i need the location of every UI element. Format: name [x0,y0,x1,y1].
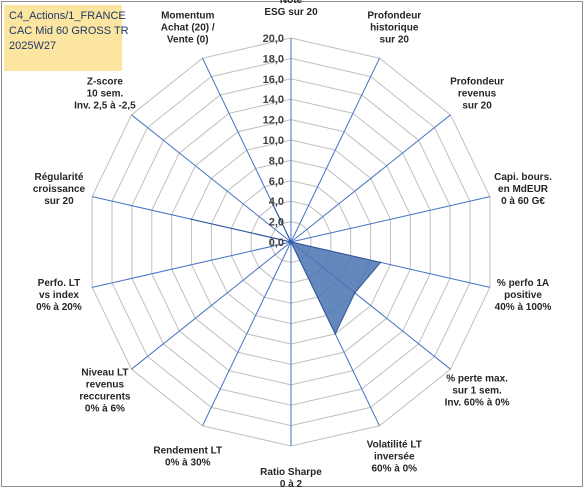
data-point [334,333,337,335]
axis-label: sur 20 [380,35,410,46]
title-line-1: C4_Actions/1_FRANCE [9,10,126,22]
axis-label: 0 à 60 G€ [501,196,545,207]
tick-label: 10,0 [263,135,284,147]
axis-label: Profondeur [450,77,504,88]
axis-label: sur 20 [462,101,492,112]
axis-label: 10 sem. [87,89,124,100]
axis-label: Profondeur [367,11,421,22]
tick-label: 2,0 [269,217,284,229]
radar-spoke [92,241,292,288]
axis-label: Rendement LT [153,445,222,456]
axis-label: sur 1 sem. [452,385,502,396]
axis-label: % perfo 1A [497,278,549,289]
radar-spoke [131,241,292,370]
tick-label: 6,0 [269,176,284,188]
data-point [353,292,356,294]
axis-label: 40% à 100% [495,302,552,313]
series-area [191,205,382,336]
radar-ticks: 0,0 2,0 4,0 6,0 8,0 10,0 12,0 14,0 16,0 18,0 20,0 [263,33,284,249]
axis-label: historique [370,23,419,34]
radar-spoke [290,114,451,243]
radar-series [190,204,382,336]
axis-label: Régularité [35,172,84,183]
radar-spoke [290,196,490,243]
axis-label: Inv. 60% à 0% [445,397,510,408]
axis-label: 0% à 20% [36,302,82,313]
title-line-2: CAC Mid 60 GROSS TR [9,25,129,37]
axis-label: en MdEUR [498,184,549,195]
axis-label: Volatilité LT [367,439,422,450]
axis-label: 0 à 2 [280,479,303,488]
tick-label: 18,0 [263,53,284,65]
data-point [190,218,193,221]
tick-label: 12,0 [263,115,284,127]
axis-label: sur 20 [44,196,74,207]
radar-spoke [290,57,380,243]
axis-label: Niveau LT [81,367,128,378]
radar-spoke [131,114,292,243]
tick-label: 14,0 [263,94,284,106]
axis-label: vs index [39,290,79,301]
tick-label: 0,0 [269,237,284,249]
axis-label: Perfo. LT [38,278,81,289]
axis-label: ESG sur 20 [264,7,318,18]
tick-label: 4,0 [269,196,284,208]
axis-label: Z-score [87,77,124,88]
axis-label: 0% à 30% [165,457,211,468]
axis-label: reccurents [79,391,131,402]
axis-label: revenus [86,379,125,390]
axis-label: 0% à 6% [85,403,125,414]
tick-label: 20,0 [263,33,284,45]
axis-label: Momentum [161,11,214,22]
data-point [379,261,382,264]
data-point [290,241,292,243]
axis-label: Achat (20) / [161,23,215,34]
axis-label: Note [280,0,303,6]
axis-label: % perte max. [446,373,508,384]
chart-title-box: C4_Actions/1_FRANCE CAC Mid 60 GROSS TR … [4,5,129,71]
data-point [272,204,275,207]
axis-label: revenus [458,89,497,100]
axis-label: positive [504,290,542,301]
title-line-3: 2025W27 [9,40,57,52]
radar-spoke [202,241,292,427]
axis-label: Inv. 2,5 à -2,5 [74,101,136,112]
axis-label: inversée [374,451,415,462]
axis-label: Capi. bours. [494,172,552,183]
axis-label: croissance [33,184,86,195]
axis-label: 60% à 0% [371,463,417,474]
axis-label: Vente (0) [167,35,209,46]
tick-label: 16,0 [263,74,284,86]
axis-label: Ratio Sharpe [260,467,322,478]
tick-label: 8,0 [269,155,284,167]
